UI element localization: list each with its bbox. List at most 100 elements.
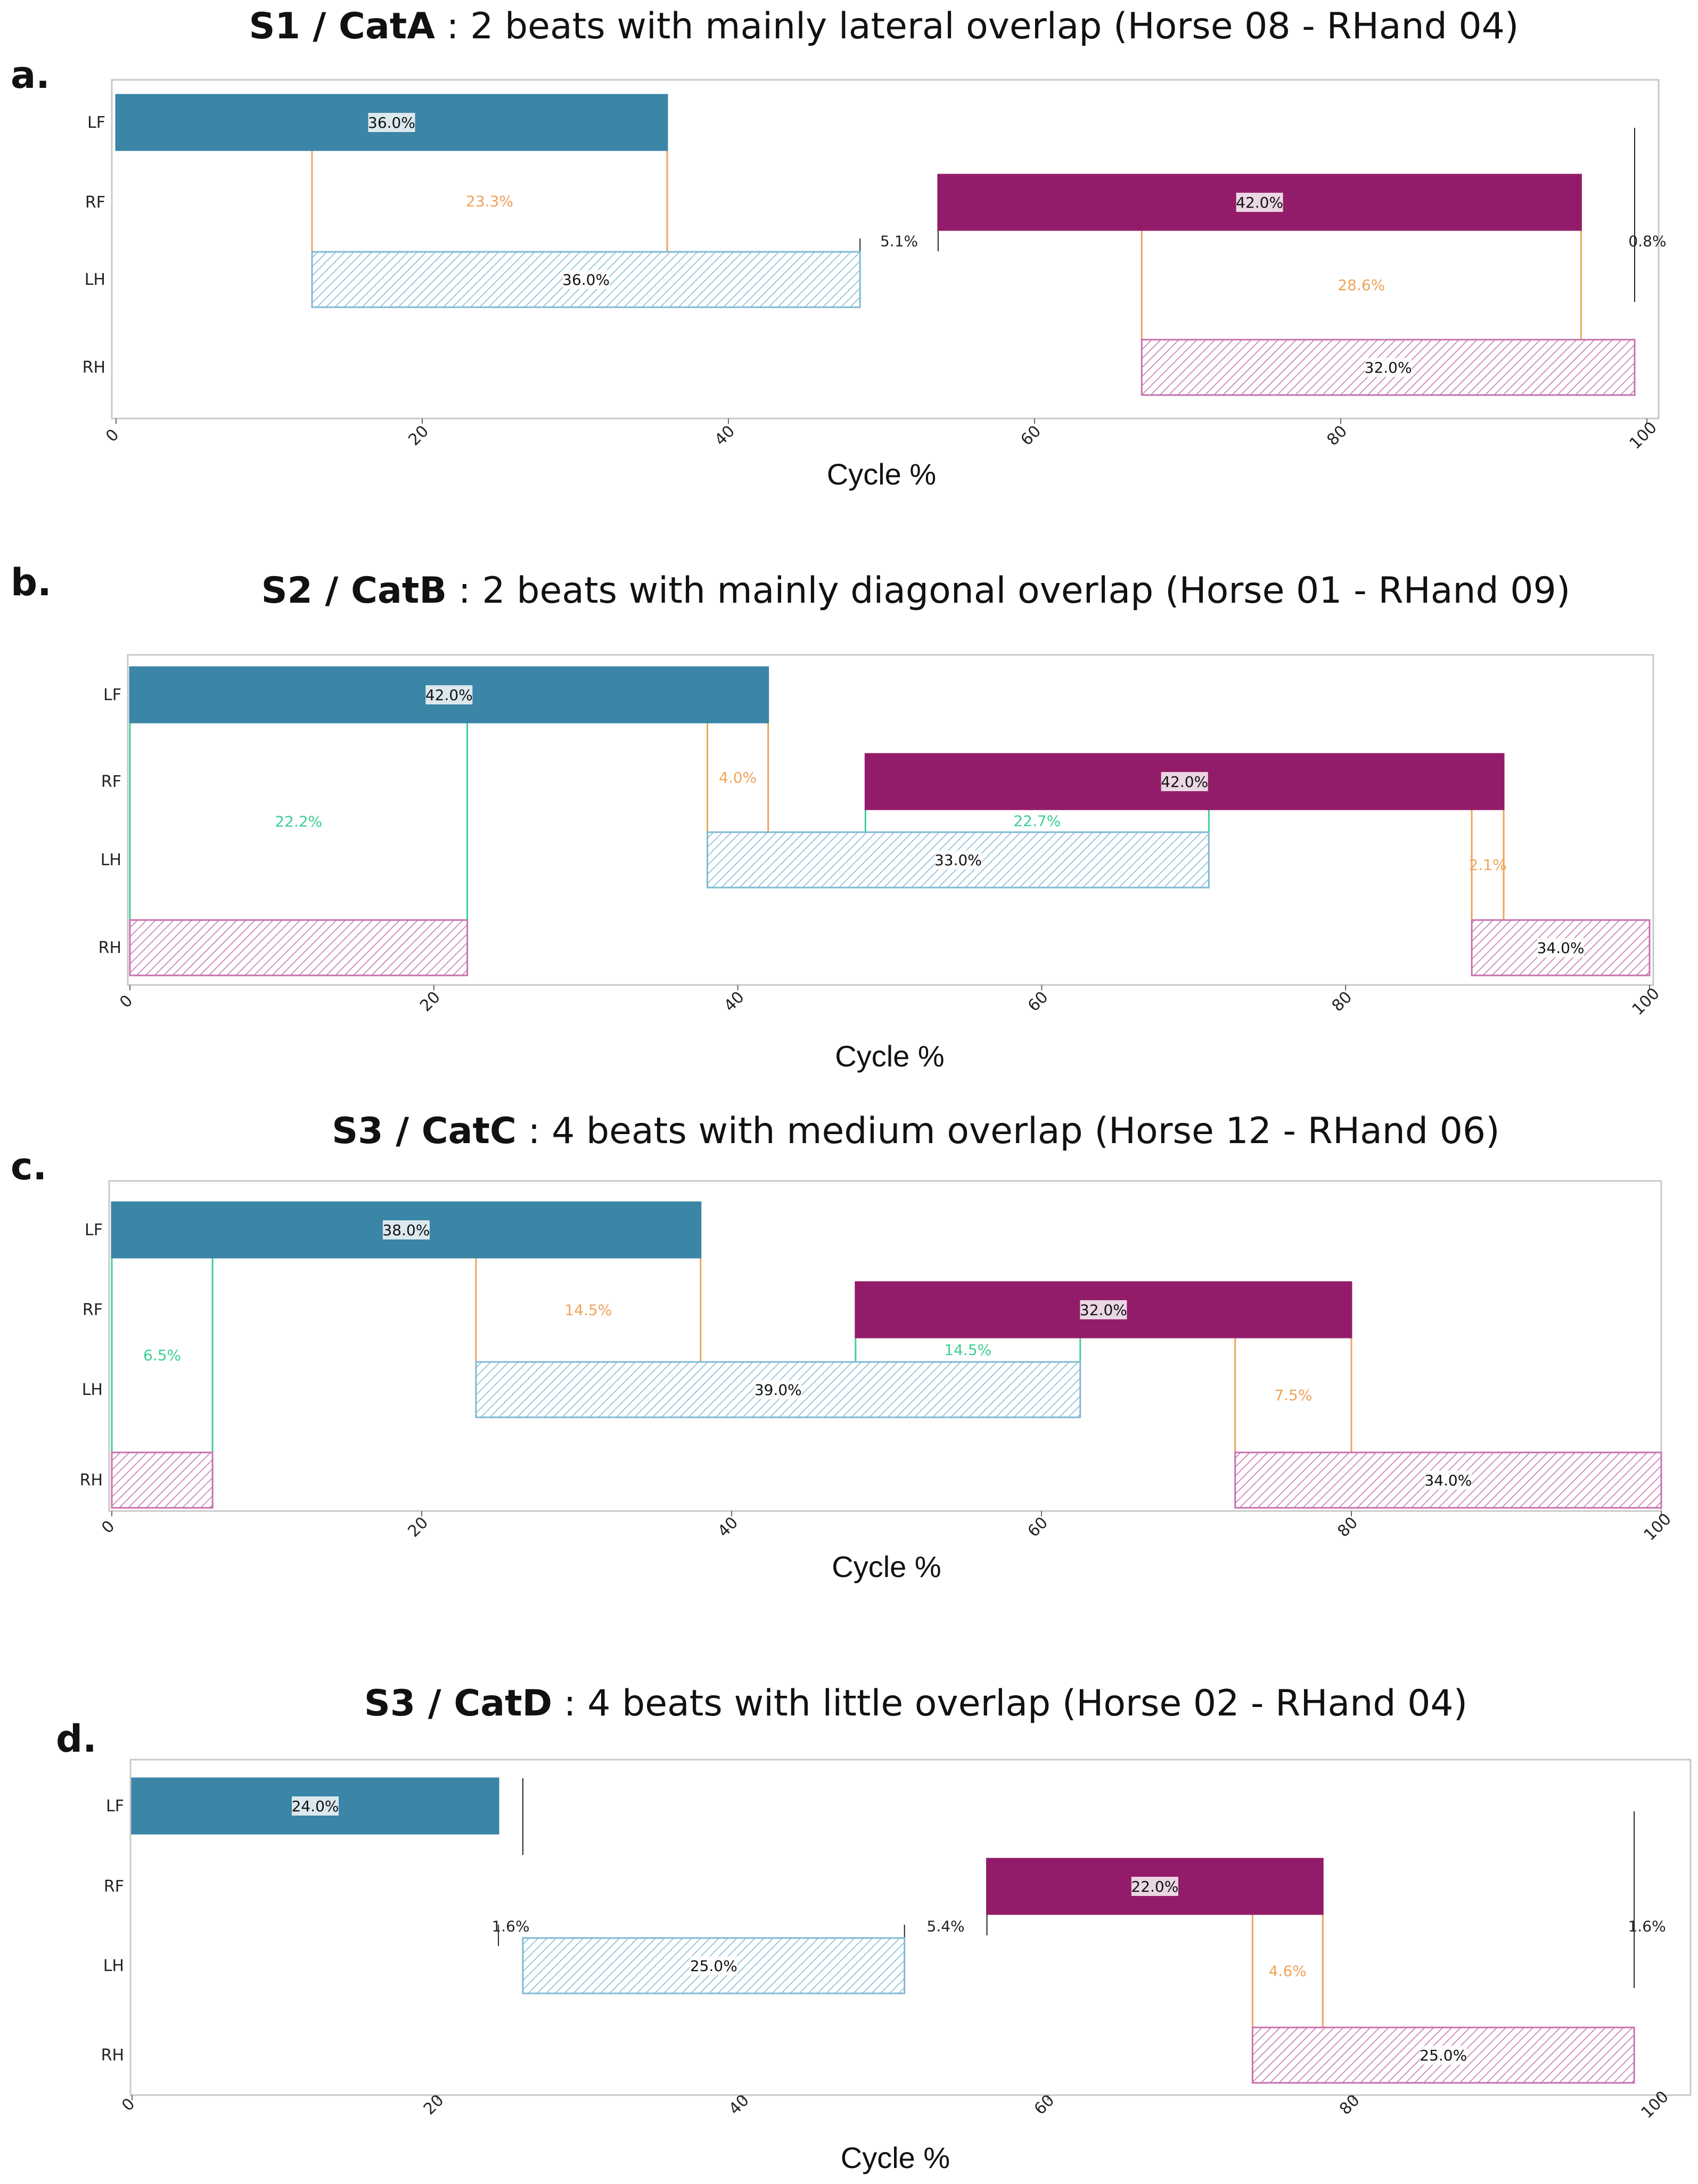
overlap-label: 22.7% (1013, 812, 1061, 830)
overlap-lateral: 2.1% (1469, 809, 1507, 920)
bar-label-box (934, 850, 982, 869)
stance-bar-lh: 25.0% (522, 1937, 906, 1994)
overlap-gap: 1.6% (1628, 1811, 1666, 1988)
gait-panel-4: d. S3 / CatD : 4 beats with little overla… (56, 1682, 1692, 2174)
chart-title-bold: S1 / CatA (249, 5, 436, 47)
stance-bar-rh (111, 1451, 214, 1509)
overlap-label: 2.1% (1469, 856, 1506, 874)
bar-label: 25.0% (1420, 2047, 1467, 2064)
x-tick-label: 0 (98, 1517, 118, 1537)
y-tick-label: LF (103, 686, 121, 704)
chart-title: S1 / CatA : 2 beats with mainly lateral … (249, 5, 1519, 47)
y-tick-label: LF (87, 113, 105, 132)
x-axis-label: Cycle % (841, 2141, 950, 2174)
overlap-diagonal: 22.7% (864, 809, 1210, 832)
overlap-label: 28.6% (1338, 276, 1385, 294)
y-tick-label: LH (101, 851, 121, 869)
overlap-label: 0.8% (1628, 233, 1666, 250)
x-tick-label: 20 (405, 422, 432, 449)
overlap-lateral: 23.3% (311, 150, 668, 252)
bar-label-box (425, 685, 473, 704)
stance-bar-rh (129, 919, 469, 976)
chart-title: S2 / CatB : 2 beats with mainly diagonal… (261, 570, 1571, 612)
bar-label: 32.0% (1080, 1301, 1127, 1319)
bar-label-box (690, 1956, 737, 1975)
overlap-label: 1.6% (1628, 1918, 1666, 1935)
bar-label-box (1365, 358, 1412, 377)
overlap-lateral: 4.0% (707, 722, 769, 832)
y-tick-label: LH (103, 1957, 124, 1975)
stance-bar-rh: 34.0% (1471, 919, 1651, 976)
overlap-lateral: 4.6% (1251, 1914, 1324, 2027)
overlap-label: 5.4% (927, 1918, 965, 1935)
stance-bar-lf: 24.0% (131, 1777, 499, 1835)
bar-label: 36.0% (368, 114, 415, 132)
chart-title-bold: S3 / CatC (332, 1110, 516, 1152)
chart-title-bold: S3 / CatD (364, 1682, 552, 1725)
bar-label: 22.0% (1131, 1878, 1178, 1895)
stance-bar-rect (111, 1451, 214, 1509)
y-tick-label: LF (106, 1797, 124, 1816)
bar-label-box (1131, 1877, 1178, 1896)
stance-bar-rh: 34.0% (1234, 1451, 1662, 1509)
y-tick-label: RF (104, 1877, 124, 1896)
bar-label: 36.0% (562, 271, 610, 289)
stance-bar-rf: 42.0% (937, 174, 1582, 231)
overlap-lateral: 7.5% (1234, 1337, 1352, 1452)
stance-bar-lh: 33.0% (707, 831, 1210, 889)
overlap-label: 4.0% (719, 769, 757, 786)
y-tick-label: RH (80, 1471, 103, 1490)
bar-label-box (562, 270, 610, 289)
chart-title-rest: : 4 beats with little overlap (Horse 02 … (552, 1682, 1467, 1725)
bar-label-box (1080, 1300, 1127, 1319)
panel-letter: d. (56, 1717, 97, 1761)
panel-letter: c. (11, 1145, 47, 1188)
overlap-diagonal: 14.5% (855, 1337, 1081, 1362)
x-tick-label: 0 (116, 991, 136, 1012)
gait-panel-2: b. S2 / CatB : 2 beats with mainly diagon… (11, 561, 1663, 1073)
stance-bar-rf: 42.0% (864, 753, 1505, 810)
bar-label-box (1537, 938, 1585, 957)
gait-panel-1: a. S1 / CatA : 2 beats with mainly latera… (11, 5, 1667, 491)
x-tick-label: 40 (714, 1513, 742, 1541)
bar-label: 32.0% (1365, 359, 1412, 376)
bar-label: 24.0% (292, 1797, 339, 1815)
stance-bar-lf: 38.0% (111, 1201, 702, 1259)
stance-bar-lh: 39.0% (475, 1361, 1081, 1418)
x-tick-label: 20 (416, 988, 444, 1015)
bar-label: 34.0% (1537, 939, 1585, 957)
bar-label-box (1236, 193, 1283, 212)
x-tick-label: 40 (720, 988, 748, 1015)
x-tick-label: 0 (118, 2095, 138, 2115)
x-tick-label: 100 (1626, 418, 1661, 453)
stance-bar-rh: 32.0% (1141, 339, 1636, 396)
y-tick-label: RH (99, 939, 121, 957)
x-tick-label: 100 (1640, 1510, 1675, 1545)
chart-title-rest: : 2 beats with mainly diagonal overlap (… (447, 570, 1570, 612)
x-tick-label: 0 (102, 425, 122, 446)
bar-label: 38.0% (382, 1221, 430, 1239)
overlap-label: 14.5% (564, 1301, 612, 1319)
bar-label-box (1420, 2046, 1467, 2065)
x-tick-label: 80 (1334, 1513, 1361, 1541)
chart-title: S3 / CatC : 4 beats with medium overlap … (332, 1110, 1499, 1152)
bar-label: 34.0% (1424, 1472, 1472, 1489)
stance-bar-lf: 42.0% (129, 666, 769, 724)
overlap-label: 22.2% (275, 813, 322, 831)
overlap-lateral: 14.5% (475, 1258, 702, 1362)
stance-bar-lf: 36.0% (115, 94, 668, 151)
bar-label-box (368, 113, 415, 132)
x-tick-label: 60 (1024, 988, 1052, 1015)
stance-bar-lh: 36.0% (311, 251, 861, 308)
y-tick-label: RF (85, 193, 105, 212)
x-tick-label: 20 (404, 1513, 432, 1541)
y-tick-label: RF (101, 773, 121, 791)
y-tick-label: LH (85, 270, 105, 289)
bar-label: 42.0% (1161, 773, 1208, 791)
overlap-label: 7.5% (1274, 1386, 1312, 1404)
x-tick-label: 60 (1024, 1513, 1052, 1541)
overlap-label: 6.5% (143, 1346, 181, 1364)
x-tick-label: 100 (1629, 984, 1663, 1019)
overlap-label: 4.6% (1269, 1963, 1307, 1980)
